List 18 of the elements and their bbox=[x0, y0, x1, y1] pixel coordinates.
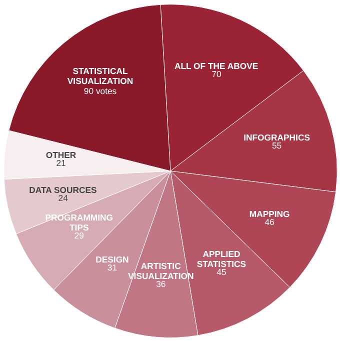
slice-label: DATA SOURCES bbox=[29, 184, 97, 195]
data-label: 45 bbox=[216, 266, 226, 277]
slice-label: ALL OF THE ABOVE bbox=[174, 60, 258, 71]
slice-label: APPLIED STATISTICS bbox=[196, 248, 246, 269]
data-label: 24 bbox=[58, 192, 68, 203]
slice-label: DESIGN bbox=[96, 254, 129, 265]
slice-label: OTHER bbox=[46, 150, 77, 160]
data-label: 46 bbox=[264, 216, 275, 227]
data-label: 90 votes bbox=[84, 86, 118, 96]
data-label: 36 bbox=[156, 278, 166, 289]
slice-label: INFOGRAPHICS bbox=[244, 132, 310, 143]
data-label: 70 bbox=[212, 68, 222, 79]
data-label: 55 bbox=[272, 140, 282, 151]
data-label: 29 bbox=[74, 230, 84, 240]
data-label: 31 bbox=[107, 262, 118, 273]
data-label: 21 bbox=[56, 158, 66, 168]
slice-label: STATISTICAL VISUALIZATION bbox=[67, 66, 134, 86]
slice-label: MAPPING bbox=[249, 208, 290, 219]
